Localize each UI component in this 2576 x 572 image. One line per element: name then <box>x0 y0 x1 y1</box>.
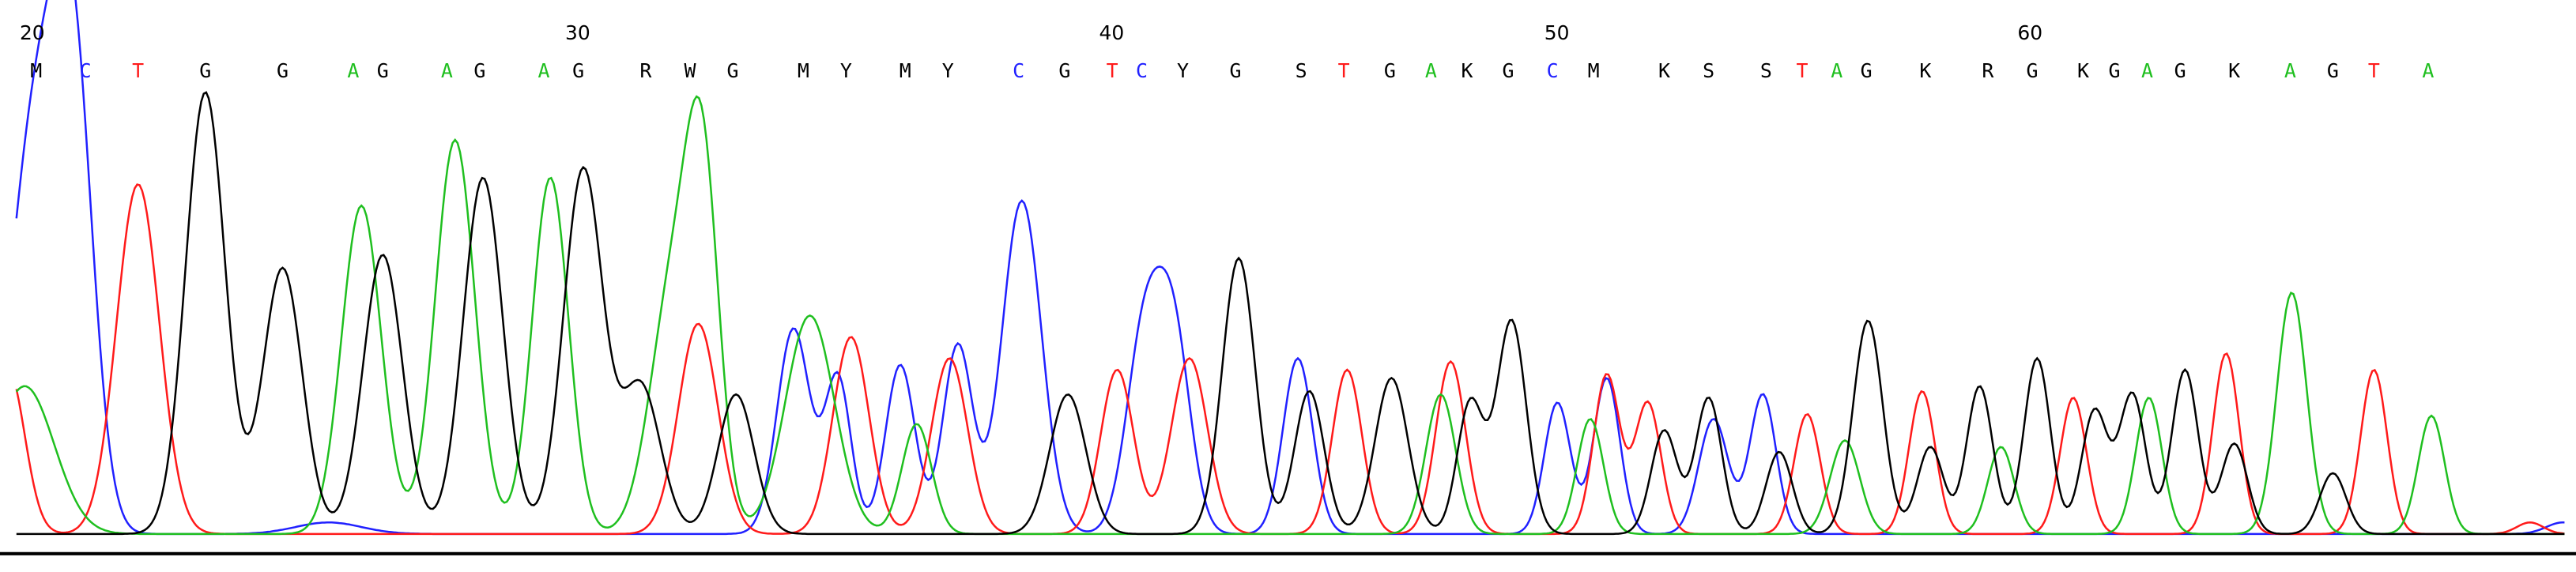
base-call: C <box>1136 59 1148 82</box>
position-label: 50 <box>1544 21 1570 44</box>
base-call: A <box>537 59 549 82</box>
position-label: 20 <box>20 21 45 44</box>
trace <box>16 91 2565 536</box>
base-call: A <box>441 59 453 82</box>
base-call: G <box>572 59 584 82</box>
base-call: G <box>2327 59 2339 82</box>
base-call: K <box>1461 59 1473 82</box>
base-call: G <box>377 59 389 82</box>
base-call: G <box>473 59 485 82</box>
base-call: W <box>684 59 696 82</box>
trace <box>15 95 2565 536</box>
base-call: S <box>1760 59 1772 82</box>
base-call: A <box>347 59 359 82</box>
base-call: T <box>132 59 144 82</box>
base-call: Y <box>1177 59 1189 82</box>
base-call: A <box>2422 59 2434 82</box>
base-call: G <box>1384 59 1396 82</box>
base-call: G <box>1058 59 1070 82</box>
position-label: 40 <box>1099 21 1124 44</box>
base-call: K <box>2077 59 2089 82</box>
base-call: A <box>2141 59 2153 82</box>
base-call: C <box>1013 59 1024 82</box>
base-call: T <box>1797 59 1808 82</box>
base-call: G <box>1229 59 1241 82</box>
base-call: K <box>1658 59 1670 82</box>
base-call: T <box>1338 59 1350 82</box>
base-call: K <box>1919 59 1931 82</box>
base-call: G <box>199 59 211 82</box>
base-call: R <box>639 59 652 82</box>
position-label: 60 <box>2017 21 2042 44</box>
base-call: G <box>726 59 738 82</box>
base-call: M <box>798 59 809 82</box>
base-call: M <box>900 59 911 82</box>
base-call: A <box>1831 59 1842 82</box>
base-call: Y <box>942 59 954 82</box>
base-call: K <box>2228 59 2240 82</box>
base-call: G <box>2108 59 2120 82</box>
base-call: R <box>1982 59 1994 82</box>
base-call: S <box>1703 59 1714 82</box>
base-call: G <box>1861 59 1873 82</box>
base-call: C <box>80 59 92 82</box>
base-call: T <box>2368 59 2380 82</box>
base-call: C <box>1547 59 1559 82</box>
base-call: T <box>1107 59 1118 82</box>
base-call: A <box>2284 59 2296 82</box>
base-call: M <box>30 59 42 82</box>
base-call: G <box>277 59 289 82</box>
position-label: 30 <box>565 21 590 44</box>
base-call: Y <box>840 59 852 82</box>
base-call: G <box>1503 59 1514 82</box>
base-call: G <box>2174 59 2186 82</box>
base-call: A <box>1425 59 1437 82</box>
base-call: G <box>2027 59 2039 82</box>
base-call: M <box>1588 59 1600 82</box>
base-call: S <box>1296 59 1307 82</box>
